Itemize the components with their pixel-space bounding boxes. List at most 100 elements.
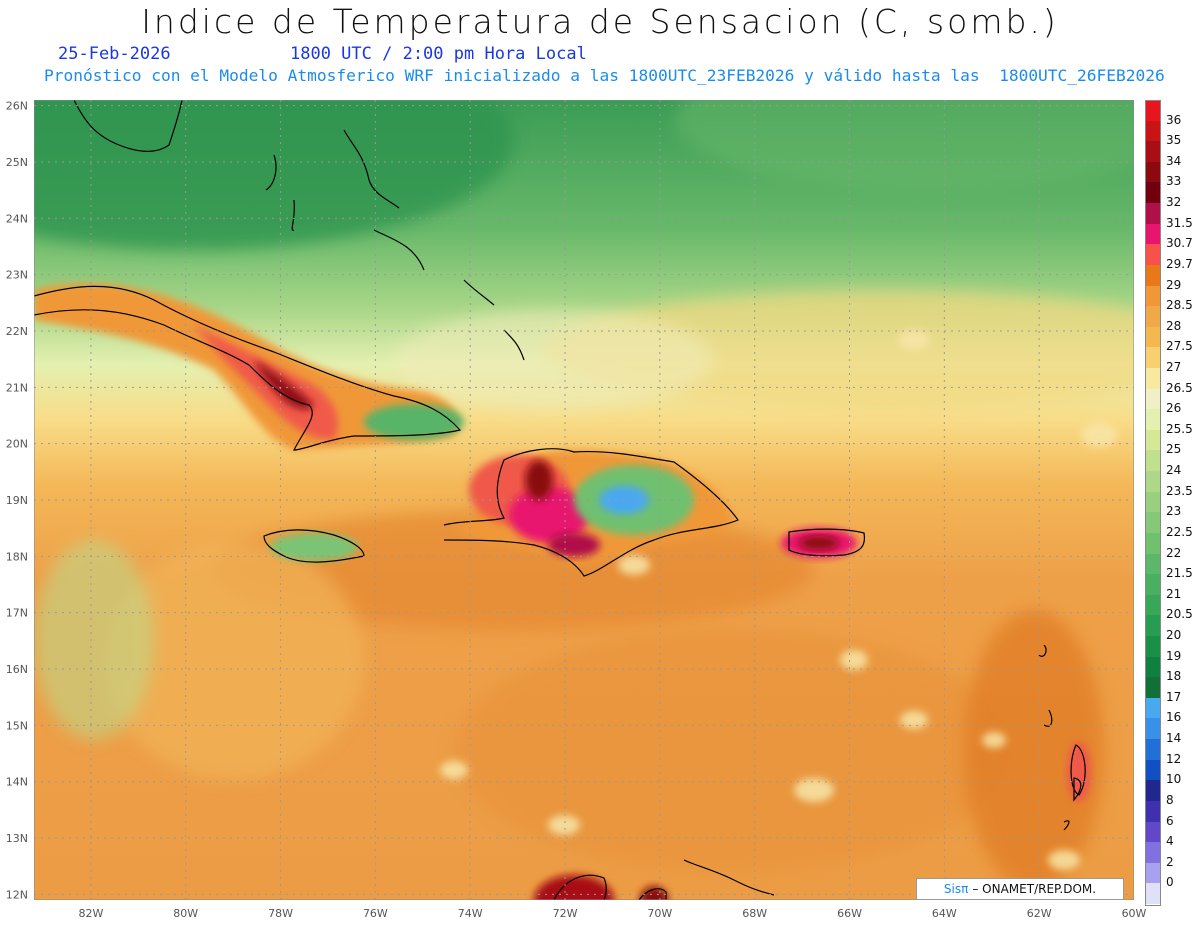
hispaniola-coast [443,448,739,577]
lon-tick-label: 70W [647,907,672,920]
colorbar-swatch [1146,100,1160,122]
colorbar-label: 29.7 [1166,256,1193,271]
colorbar-swatch [1146,574,1160,596]
colorbar-swatch [1146,203,1160,225]
lat-tick-label: 13N [6,832,28,845]
colorbar-label: 33 [1166,174,1182,189]
colorbar-label: 31.5 [1166,215,1193,230]
coastlines [34,100,1086,900]
colorbar-swatch [1146,862,1160,884]
colorbar-swatch [1146,429,1160,451]
colorbar-label: 6 [1166,813,1174,828]
colorbar-label: 23 [1166,504,1182,519]
colorbar-swatch [1146,883,1160,905]
colorbar-swatch [1146,223,1160,245]
colorbar-swatch [1146,656,1160,678]
colorbar-label: 14 [1166,731,1182,746]
colorbar-swatch [1146,636,1160,658]
colorbar-swatch [1146,306,1160,328]
colorbar-label: 17 [1166,689,1182,704]
lon-tick-label: 60W [1122,907,1147,920]
lat-tick-label: 19N [6,494,28,507]
lat-tick-label: 18N [6,550,28,563]
colorbar-swatch [1146,553,1160,575]
colorbar-swatch [1146,450,1160,472]
colorbar-label: 22 [1166,545,1182,560]
lesser-antilles-coast [1038,644,1086,831]
colorbar-swatch [1146,594,1160,616]
colorbar-label: 27 [1166,360,1182,374]
lon-tick-label: 80W [173,907,198,920]
lon-tick-label: 76W [363,907,388,920]
colorbar-label: 20.5 [1166,607,1193,622]
colorbar-swatch [1146,141,1160,163]
colorbar-label: 18 [1166,669,1182,684]
sispi-logo: Sisπ [943,882,969,896]
colorbar-label: 26 [1166,401,1182,416]
colorbar-swatch [1146,512,1160,534]
lon-tick-label: 64W [932,907,957,920]
colorbar-label: 28.5 [1166,298,1193,313]
lat-tick-label: 17N [6,607,28,620]
lon-tick-label: 74W [458,907,483,920]
colorbar-label: 21 [1166,586,1182,601]
colorbar-swatch [1146,120,1160,142]
lon-tick-label: 66W [837,907,862,920]
lat-tick-label: 22N [6,325,28,338]
cuba-coast [34,285,462,451]
colorbar-swatch [1146,759,1160,781]
colorbar-swatch [1146,244,1160,266]
colorbar-swatch [1146,718,1160,740]
lon-tick-label: 78W [268,907,293,920]
colorbar-label: 19 [1166,648,1182,663]
lat-tick-label: 16N [6,663,28,676]
lat-tick-label: 14N [6,776,28,789]
lat-tick-label: 12N [6,888,28,901]
colorbar-label: 30.7 [1166,236,1193,251]
colorbar-swatch [1146,388,1160,410]
colorbar-label: 29 [1166,277,1182,292]
credit-text: – ONAMET/REP.DOM. [972,882,1097,896]
map-title: Indice de Temperatura de Sensacion (C, s… [141,2,1059,41]
lat-tick-label: 26N [6,100,28,113]
colorbar-label: 27.5 [1166,339,1193,354]
colorbar-label: 4 [1166,834,1174,849]
colorbar-label: 24 [1166,463,1182,478]
colorbar-label: 34 [1166,153,1182,168]
colorbar-label: 8 [1166,792,1174,807]
lat-tick-label: 23N [6,269,28,282]
colorbar-swatch [1146,821,1160,843]
colorbar-swatch [1146,842,1160,864]
colorbar-label: 25 [1166,442,1182,457]
colorbar-swatch [1146,780,1160,802]
south-america-coast [553,859,775,900]
lat-tick-label: 21N [6,381,28,394]
lat-lon-grid [34,100,1134,900]
colorbar-swatch [1146,161,1160,183]
colorbar-label: 25.5 [1166,421,1193,436]
colorbar-swatch [1146,697,1160,719]
model-line: Pronóstico con el Modelo Atmosferico WRF… [44,66,1165,85]
colorbar-swatch [1146,409,1160,431]
colorbar-label: 32 [1166,195,1182,210]
bahamas-coast [265,129,525,361]
colorbar-swatch [1146,615,1160,637]
florida-coast [73,100,183,152]
colorbar-label: 36 [1166,112,1182,127]
colorbar-label: 23.5 [1166,483,1193,498]
colorbar-frame [1145,100,1161,906]
colorbar-swatch [1146,326,1160,348]
puerto-rico-coast [788,528,866,557]
colorbar-swatch [1146,347,1160,369]
colorbar-swatch [1146,264,1160,287]
colorbar-swatch [1146,677,1160,699]
colorbar-swatch [1146,491,1160,513]
lat-tick-label: 25N [6,156,28,169]
lon-tick-label: 62W [1027,907,1052,920]
colorbar-label: 12 [1166,751,1182,766]
lat-tick-label: 15N [6,719,28,732]
lat-tick-label: 24N [6,212,28,225]
colorbar-swatch [1146,532,1160,555]
forecast-time: 1800 UTC / 2:00 pm Hora Local [290,44,587,64]
